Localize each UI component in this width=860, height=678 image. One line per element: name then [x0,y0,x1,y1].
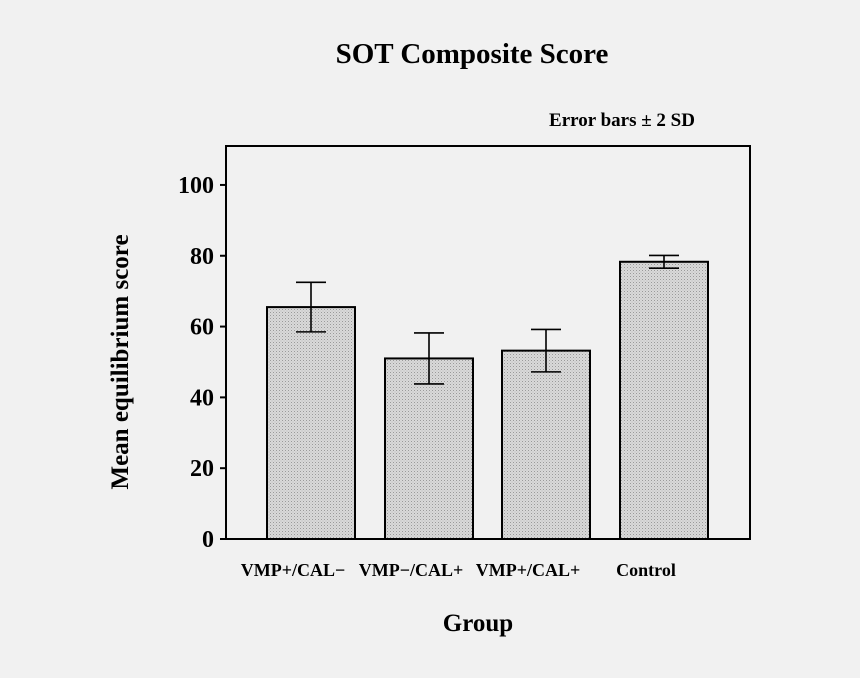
y-axis-label: Mean equilibrium score [107,234,134,489]
bar-4 [619,260,709,540]
y-tick-label-60: 60 [190,315,214,341]
bar-3 [501,349,591,540]
y-tick-label-40: 40 [190,385,214,411]
chart-title: SOT Composite Score [336,38,609,70]
y-tick-label-100: 100 [178,173,214,199]
y-tick-label-80: 80 [190,244,214,270]
x-tick-label-1: VMP+/CAL− [241,560,346,580]
error-bars-layer [296,254,679,385]
bars-layer [266,260,709,541]
error-bar-note: Error bars ± 2 SD [549,110,695,131]
bar-2 [384,357,474,540]
plot-frame [225,145,751,540]
x-tick-label-4: Control [616,560,676,580]
y-axis-ticks: 0 20 40 60 80 100 [178,173,226,553]
y-tick-label-20: 20 [190,456,214,482]
bar-1 [266,306,356,541]
y-tick-label-0: 0 [202,527,214,553]
x-tick-label-3: VMP+/CAL+ [476,560,581,580]
x-axis-labels: VMP+/CAL− VMP−/CAL+ VMP+/CAL+ Control [241,560,676,580]
x-tick-label-2: VMP−/CAL+ [359,560,464,580]
x-axis-label: Group [443,610,513,637]
